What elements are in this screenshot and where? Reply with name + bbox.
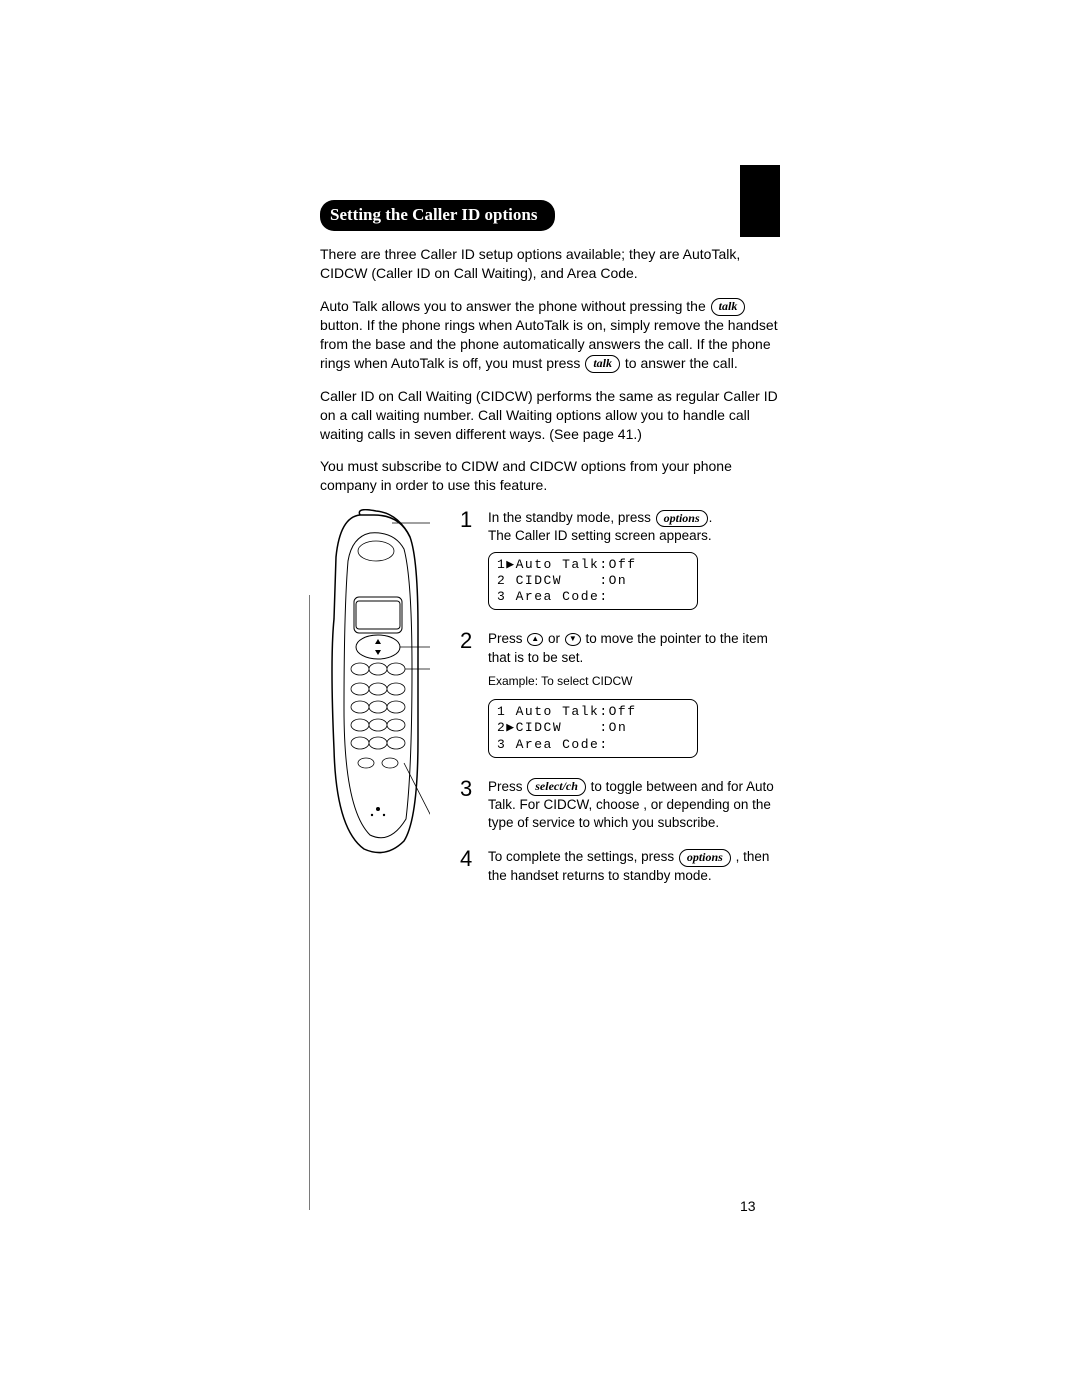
step-2-body: Press ▲ or ▼ to move the pointer to the … bbox=[488, 630, 780, 761]
step-1-text-c: The Caller ID setting screen appears. bbox=[488, 528, 712, 543]
step-2-text-a: Press bbox=[488, 631, 526, 646]
handset-icon bbox=[320, 509, 430, 859]
step-1-body: In the standby mode, press options. The … bbox=[488, 509, 780, 614]
step-2-example: Example: To select CIDCW bbox=[488, 673, 780, 689]
down-arrow-icon: ▼ bbox=[565, 633, 581, 646]
intro-p1: There are three Caller ID setup options … bbox=[320, 245, 780, 283]
step-4-body: To complete the settings, press options … bbox=[488, 848, 780, 884]
step-3-body: Press select/ch to toggle between and fo… bbox=[488, 778, 780, 833]
intro-p2c: to answer the call. bbox=[621, 355, 738, 371]
step-3: 3 Press select/ch to toggle between and … bbox=[460, 778, 780, 833]
step-3-text-a: Press bbox=[488, 779, 526, 794]
intro-p4: You must subscribe to CIDW and CIDCW opt… bbox=[320, 457, 780, 495]
intro-p3: Caller ID on Call Waiting (CIDCW) perfor… bbox=[320, 387, 780, 444]
steps-section: 1 In the standby mode, press options. Th… bbox=[320, 509, 780, 901]
steps-list: 1 In the standby mode, press options. Th… bbox=[460, 509, 780, 901]
intro-p2a: Auto Talk allows you to answer the phone… bbox=[320, 298, 710, 314]
step-2-number: 2 bbox=[460, 630, 488, 761]
step-1-text-a: In the standby mode, press bbox=[488, 510, 655, 525]
step-1-number: 1 bbox=[460, 509, 488, 614]
step-1-text-b: . bbox=[709, 510, 713, 525]
step-4-text-a: To complete the settings, press bbox=[488, 849, 678, 864]
step-1: 1 In the standby mode, press options. Th… bbox=[460, 509, 780, 614]
section-heading-pill: Setting the Caller ID options bbox=[320, 200, 555, 231]
lcd-screen-2: 1 Auto Talk:Off 2▶CIDCW :On 3 Area Code: bbox=[488, 699, 698, 758]
up-arrow-icon: ▲ bbox=[527, 633, 543, 646]
options-button-label: options bbox=[656, 510, 708, 528]
step-4-number: 4 bbox=[460, 848, 488, 884]
talk-button-label-2: talk bbox=[585, 355, 620, 373]
options-button-label-2: options bbox=[679, 849, 731, 867]
step-2: 2 Press ▲ or ▼ to move the pointer to th… bbox=[460, 630, 780, 761]
select-ch-button-label: select/ch bbox=[527, 778, 586, 796]
talk-button-label: talk bbox=[711, 298, 746, 316]
step-2-text-b: or bbox=[544, 631, 564, 646]
page-content: Setting the Caller ID options There are … bbox=[320, 200, 780, 901]
step-3-number: 3 bbox=[460, 778, 488, 833]
step-4: 4 To complete the settings, press option… bbox=[460, 848, 780, 884]
lcd-screen-1: 1▶Auto Talk:Off 2 CIDCW :On 3 Area Code: bbox=[488, 552, 698, 611]
intro-p2: Auto Talk allows you to answer the phone… bbox=[320, 297, 780, 373]
page-number: 13 bbox=[740, 1198, 756, 1214]
vertical-divider bbox=[309, 595, 310, 1210]
handset-illustration-column bbox=[320, 509, 460, 901]
intro-text: There are three Caller ID setup options … bbox=[320, 245, 780, 495]
